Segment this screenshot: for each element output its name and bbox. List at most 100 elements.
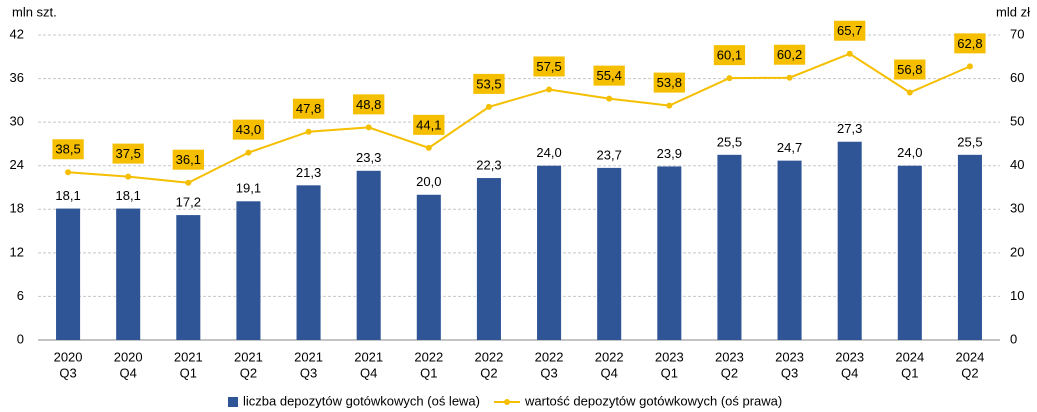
line-marker (906, 89, 913, 96)
x-tick-label: 2021 (294, 349, 323, 364)
line-label: 60,2 (777, 47, 802, 62)
x-tick-label: Q1 (180, 365, 197, 380)
line-label: 47,8 (296, 101, 321, 116)
bar (537, 165, 562, 340)
y2-tick-label: 50 (1010, 114, 1024, 129)
bar-label: 18,1 (55, 188, 80, 203)
bar-label: 19,1 (236, 181, 261, 196)
bar-label: 24,0 (536, 145, 561, 160)
line-marker (546, 86, 553, 93)
line-marker (425, 144, 432, 151)
y2-tick-label: 40 (1010, 157, 1024, 172)
bar-label: 23,3 (356, 150, 381, 165)
line-label: 56,8 (897, 62, 922, 77)
bar-label: 18,1 (116, 188, 141, 203)
line-label: 48,8 (356, 97, 381, 112)
x-tick-label: Q2 (480, 365, 497, 380)
line-label-box (232, 119, 265, 140)
bar (657, 166, 682, 340)
line-label: 62,8 (957, 36, 982, 51)
line-label: 37,5 (116, 146, 141, 161)
bar (476, 178, 501, 340)
x-tick-label: 2020 (114, 349, 143, 364)
legend-swatch (228, 397, 238, 407)
x-tick-label: 2021 (174, 349, 203, 364)
bar-label: 20,0 (416, 174, 441, 189)
line-marker (185, 179, 192, 186)
bar (116, 208, 141, 340)
x-tick-label: Q1 (661, 365, 678, 380)
x-tick-label: Q1 (420, 365, 437, 380)
line-marker (726, 75, 733, 82)
y2-tick-label: 20 (1010, 244, 1024, 259)
x-tick-label: Q4 (360, 365, 377, 380)
y-tick-label: 36 (10, 70, 24, 85)
x-tick-label: 2021 (354, 349, 383, 364)
y-tick-label: 0 (17, 331, 24, 346)
bar-label: 23,9 (657, 146, 682, 161)
y2-tick-label: 30 (1010, 201, 1024, 216)
line-marker (65, 169, 72, 176)
line-label: 57,5 (536, 59, 561, 74)
line-label: 60,1 (717, 48, 742, 63)
bar (296, 185, 321, 340)
line-marker (365, 124, 372, 131)
x-tick-label: Q4 (120, 365, 137, 380)
x-tick-label: 2022 (535, 349, 564, 364)
bar-label: 25,5 (957, 134, 982, 149)
line-label: 53,8 (657, 75, 682, 90)
x-tick-label: Q3 (300, 365, 317, 380)
line-label-box (473, 73, 505, 94)
y-tick-label: 12 (10, 244, 24, 259)
x-tick-label: 2023 (715, 349, 744, 364)
y-tick-label: 18 (10, 201, 24, 216)
y2-tick-label: 10 (1010, 288, 1024, 303)
line-marker (846, 50, 853, 57)
y-axis-title: mln szt. (12, 4, 57, 19)
bar-label: 25,5 (717, 134, 742, 149)
bar (176, 215, 201, 340)
x-tick-label: Q3 (59, 365, 76, 380)
line-marker (245, 149, 252, 156)
line-label-box (834, 20, 866, 41)
line-label: 44,1 (416, 117, 441, 132)
bar (56, 208, 81, 340)
line-label-box (353, 94, 385, 115)
y2-axis-title: mld zł (996, 4, 1030, 19)
line-marker (606, 95, 613, 102)
y2-tick-label: 70 (1010, 26, 1024, 41)
x-tick-label: 2023 (655, 349, 684, 364)
bar (957, 154, 982, 340)
y2-tick-label: 60 (1010, 70, 1024, 85)
legend-swatch-marker (504, 399, 510, 405)
legend-label: liczba depozytów gotówkowych (oś lewa) (243, 393, 480, 408)
line-label: 38,5 (55, 142, 80, 157)
line-label-box (292, 98, 325, 119)
bar (897, 165, 922, 340)
line-marker (666, 102, 673, 109)
x-tick-label: Q3 (781, 365, 798, 380)
x-tick-label: 2020 (54, 349, 83, 364)
bar-label: 22,3 (476, 157, 501, 172)
x-tick-label: 2024 (955, 349, 984, 364)
bar-label: 27,3 (837, 121, 862, 136)
line-label-box (773, 44, 806, 65)
y-tick-label: 30 (10, 114, 24, 129)
line-marker (125, 173, 132, 180)
line-label-box (954, 33, 986, 54)
line-marker (305, 128, 312, 135)
x-tick-label: 2023 (775, 349, 804, 364)
line-label-box (894, 59, 926, 80)
y2-tick-label: 0 (1010, 331, 1017, 346)
line-marker (485, 103, 492, 110)
line-label: 55,4 (597, 68, 622, 83)
bar-label: 23,7 (597, 147, 622, 162)
legend-label: wartość depozytów gotówkowych (oś prawa) (524, 393, 782, 408)
line-label: 53,5 (476, 76, 501, 91)
bar (597, 167, 622, 340)
y-tick-label: 24 (10, 157, 24, 172)
line-label-box (172, 149, 204, 170)
bar (717, 154, 742, 340)
line-marker (786, 74, 793, 81)
